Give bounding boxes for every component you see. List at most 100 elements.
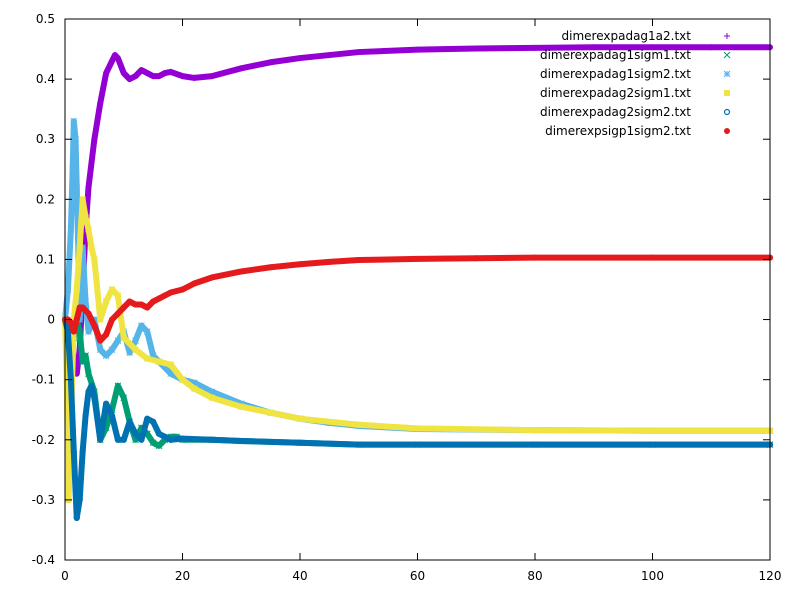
data-point: [82, 352, 89, 359]
data-point: [85, 388, 92, 395]
data-point: [161, 70, 168, 77]
data-point: [70, 117, 78, 125]
data-point: [167, 68, 174, 75]
series-layer: [61, 44, 774, 522]
data-point: [79, 358, 86, 365]
x-tick-label: 60: [410, 569, 425, 583]
data-point: [150, 418, 157, 425]
data-point: [138, 67, 145, 74]
legend-marker: [724, 33, 730, 39]
data-point: [532, 254, 538, 261]
data-point: [102, 352, 110, 359]
data-point: [114, 337, 122, 344]
y-tick-label: 0.2: [36, 192, 55, 206]
data-point: [138, 436, 145, 443]
x-tick-label: 20: [175, 569, 190, 583]
data-point: [109, 58, 115, 65]
data-point: [82, 412, 89, 419]
data-point: [179, 376, 186, 383]
data-point: [103, 298, 110, 305]
data-point: [708, 44, 715, 51]
data-point: [70, 328, 77, 335]
data-point: [267, 264, 274, 271]
legend-label: dimerexpsigp1sigm2.txt: [545, 124, 691, 138]
y-tick-label: 0.5: [36, 12, 55, 26]
y-tick-label: -0.3: [32, 493, 55, 507]
data-point: [161, 292, 168, 299]
data-point: [91, 256, 98, 263]
legend-label: dimerexpadag2sigm2.txt: [540, 105, 691, 119]
data-point: [191, 74, 198, 81]
data-point: [114, 310, 121, 317]
data-point: [103, 400, 110, 407]
data-point: [355, 441, 362, 448]
data-point: [85, 370, 92, 378]
data-point: [73, 286, 80, 293]
data-point: [76, 328, 84, 335]
x-tick-label: 40: [292, 569, 307, 583]
data-point: [96, 346, 104, 353]
data-point: [82, 214, 89, 221]
data-point: [73, 316, 80, 323]
data-point: [532, 427, 538, 434]
data-point: [167, 436, 174, 443]
data-point: [126, 349, 133, 356]
data-point: [132, 73, 139, 80]
data-point: [179, 435, 186, 442]
data-point: [297, 55, 303, 62]
data-point: [120, 436, 127, 443]
data-point: [97, 436, 104, 443]
series-6: [62, 254, 773, 344]
data-point: [208, 73, 215, 80]
data-point: [473, 45, 480, 52]
series-5: [61, 316, 774, 522]
data-point: [85, 226, 92, 233]
data-point: [238, 65, 245, 72]
legend-marker: [723, 51, 731, 59]
data-point: [97, 337, 104, 344]
data-point: [114, 292, 121, 299]
data-point: [70, 448, 77, 455]
data-point: [82, 298, 89, 305]
data-point: [267, 409, 274, 416]
data-point: [167, 289, 174, 296]
legend: dimerexpadag1a2.txt dimerexpadag1sigm1.tx…: [540, 29, 731, 138]
y-tick-label: 0.3: [36, 132, 55, 146]
y-tick-label: 0.4: [36, 72, 55, 86]
x-tick-label: 80: [527, 569, 542, 583]
data-point: [76, 496, 83, 503]
data-point: [73, 514, 80, 522]
data-point: [179, 73, 186, 80]
data-point: [297, 415, 303, 422]
data-point: [144, 70, 151, 77]
data-point: [144, 355, 151, 362]
data-point: [126, 298, 133, 305]
data-point: [156, 358, 162, 365]
data-point: [155, 430, 163, 437]
data-point: [114, 436, 121, 443]
data-point: [208, 274, 215, 281]
y-tick-label: -0.4: [32, 553, 55, 567]
data-point: [103, 70, 110, 77]
data-point: [297, 261, 303, 268]
data-point: [91, 136, 98, 143]
data-point: [355, 421, 362, 428]
data-point: [97, 316, 104, 323]
data-point: [91, 394, 98, 401]
data-point: [132, 430, 139, 437]
data-point: [150, 298, 157, 305]
axis-ticks: 0 20 40 60 80 100 120 -0.4 -0.3 -0.2 -0.1 0 0.1 0.2 0.…: [32, 12, 782, 583]
data-point: [414, 255, 421, 262]
series-line: [62, 196, 773, 503]
legend-marker: [723, 70, 731, 78]
data-point: [78, 274, 85, 281]
data-point: [156, 73, 162, 80]
x-tick-label: 100: [641, 569, 664, 583]
data-point: [120, 304, 127, 311]
data-point: [167, 361, 174, 368]
data-point: [531, 441, 539, 448]
data-point: [296, 439, 304, 446]
data-point: [69, 165, 76, 173]
data-point: [532, 44, 538, 51]
data-point: [156, 295, 162, 302]
